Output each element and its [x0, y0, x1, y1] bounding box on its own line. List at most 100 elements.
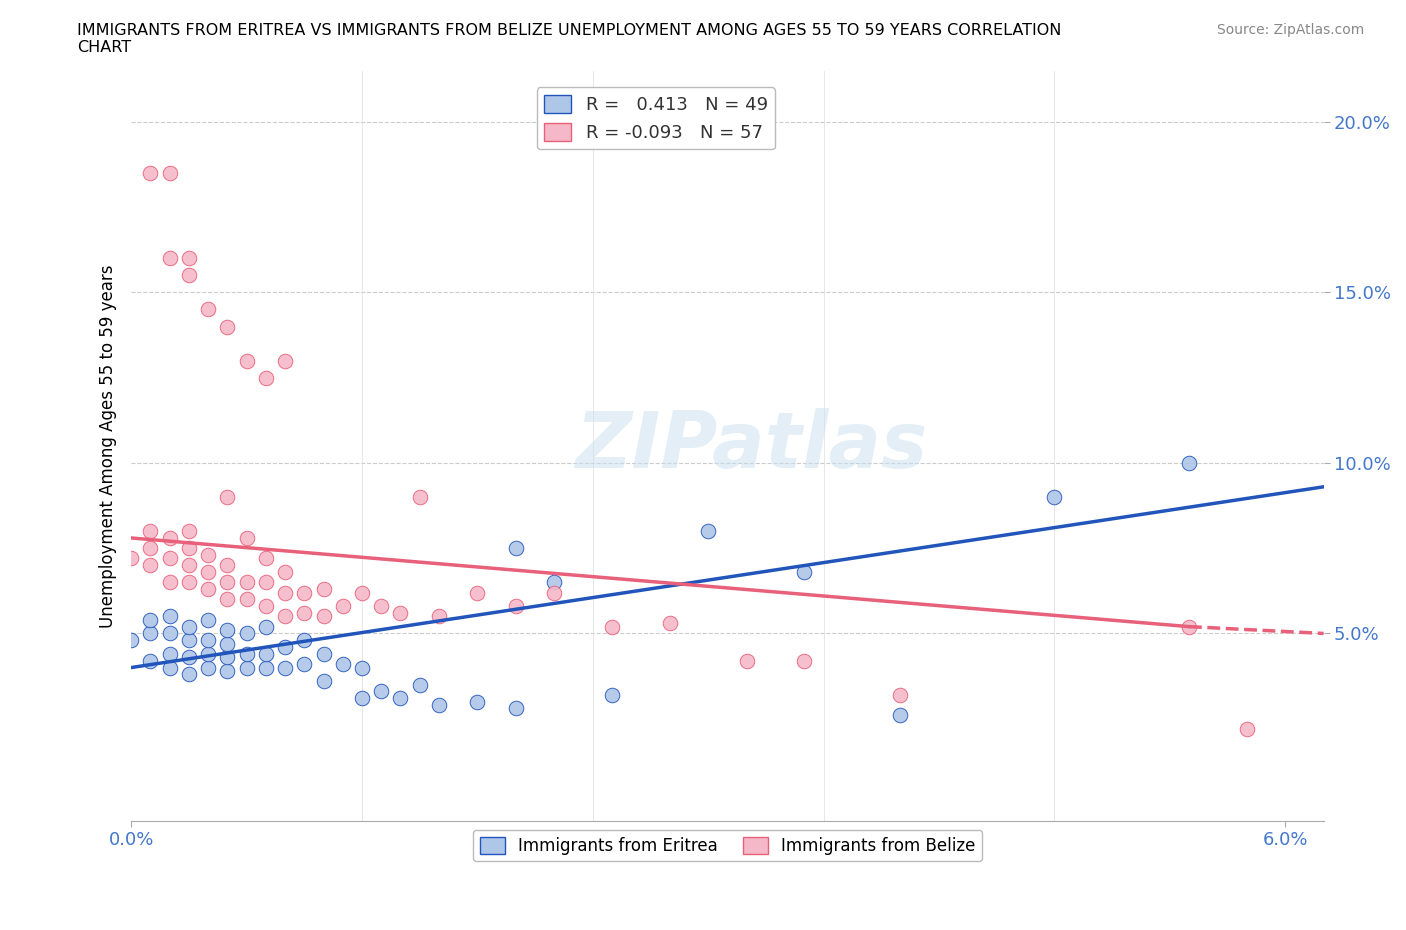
Point — [350, 585, 373, 600]
Point — [793, 565, 815, 579]
Point — [197, 612, 219, 627]
Point — [427, 698, 450, 712]
Point — [197, 565, 219, 579]
Point — [159, 251, 181, 266]
Point — [312, 673, 335, 688]
Point — [235, 646, 257, 661]
Point — [139, 558, 162, 573]
Point — [177, 667, 200, 682]
Point — [177, 575, 200, 590]
Point — [600, 687, 623, 702]
Point — [159, 646, 181, 661]
Point — [217, 663, 239, 678]
Point — [543, 575, 565, 590]
Point — [889, 708, 911, 723]
Point — [159, 551, 181, 565]
Point — [332, 599, 354, 614]
Point — [312, 609, 335, 624]
Point — [292, 632, 315, 647]
Point — [159, 609, 181, 624]
Point — [350, 660, 373, 675]
Point — [409, 677, 432, 692]
Point — [274, 640, 297, 655]
Point — [427, 609, 450, 624]
Point — [505, 599, 527, 614]
Point — [217, 575, 239, 590]
Text: Source: ZipAtlas.com: Source: ZipAtlas.com — [1216, 23, 1364, 37]
Point — [505, 701, 527, 716]
Point — [235, 626, 257, 641]
Point — [254, 660, 277, 675]
Point — [370, 599, 392, 614]
Point — [254, 646, 277, 661]
Point — [159, 530, 181, 545]
Point — [159, 660, 181, 675]
Point — [1043, 489, 1066, 504]
Point — [217, 319, 239, 334]
Point — [235, 660, 257, 675]
Point — [217, 558, 239, 573]
Point — [197, 646, 219, 661]
Point — [139, 612, 162, 627]
Point — [389, 605, 412, 620]
Point — [139, 166, 162, 180]
Point — [235, 530, 257, 545]
Point — [467, 585, 489, 600]
Point — [217, 591, 239, 606]
Point — [1178, 456, 1201, 471]
Point — [139, 540, 162, 555]
Point — [235, 575, 257, 590]
Point — [139, 653, 162, 668]
Point — [177, 251, 200, 266]
Point — [735, 653, 758, 668]
Point — [139, 524, 162, 538]
Point — [159, 575, 181, 590]
Point — [1236, 722, 1258, 737]
Point — [177, 558, 200, 573]
Point — [177, 632, 200, 647]
Point — [177, 619, 200, 634]
Point — [254, 619, 277, 634]
Text: ZIPatlas: ZIPatlas — [575, 408, 928, 484]
Point — [274, 609, 297, 624]
Point — [217, 636, 239, 651]
Text: IMMIGRANTS FROM ERITREA VS IMMIGRANTS FROM BELIZE UNEMPLOYMENT AMONG AGES 55 TO : IMMIGRANTS FROM ERITREA VS IMMIGRANTS FR… — [77, 23, 1062, 38]
Point — [1178, 619, 1201, 634]
Point — [467, 694, 489, 709]
Text: CHART: CHART — [77, 40, 131, 55]
Point — [197, 302, 219, 317]
Point — [217, 650, 239, 665]
Point — [312, 646, 335, 661]
Point — [292, 605, 315, 620]
Point — [793, 653, 815, 668]
Point — [332, 657, 354, 671]
Point — [177, 268, 200, 283]
Point — [505, 540, 527, 555]
Point — [658, 616, 681, 631]
Point — [197, 632, 219, 647]
Point — [254, 575, 277, 590]
Point — [389, 691, 412, 706]
Point — [274, 565, 297, 579]
Point — [254, 370, 277, 385]
Point — [543, 585, 565, 600]
Point — [274, 353, 297, 368]
Point — [254, 551, 277, 565]
Legend: Immigrants from Eritrea, Immigrants from Belize: Immigrants from Eritrea, Immigrants from… — [472, 830, 981, 861]
Point — [292, 585, 315, 600]
Point — [177, 524, 200, 538]
Point — [120, 632, 142, 647]
Point — [409, 489, 432, 504]
Point — [177, 650, 200, 665]
Point — [292, 657, 315, 671]
Point — [235, 353, 257, 368]
Point — [159, 626, 181, 641]
Point — [370, 684, 392, 698]
Point — [350, 691, 373, 706]
Y-axis label: Unemployment Among Ages 55 to 59 years: Unemployment Among Ages 55 to 59 years — [100, 264, 117, 628]
Point — [274, 660, 297, 675]
Point — [197, 581, 219, 596]
Point — [159, 166, 181, 180]
Point — [274, 585, 297, 600]
Point — [197, 548, 219, 563]
